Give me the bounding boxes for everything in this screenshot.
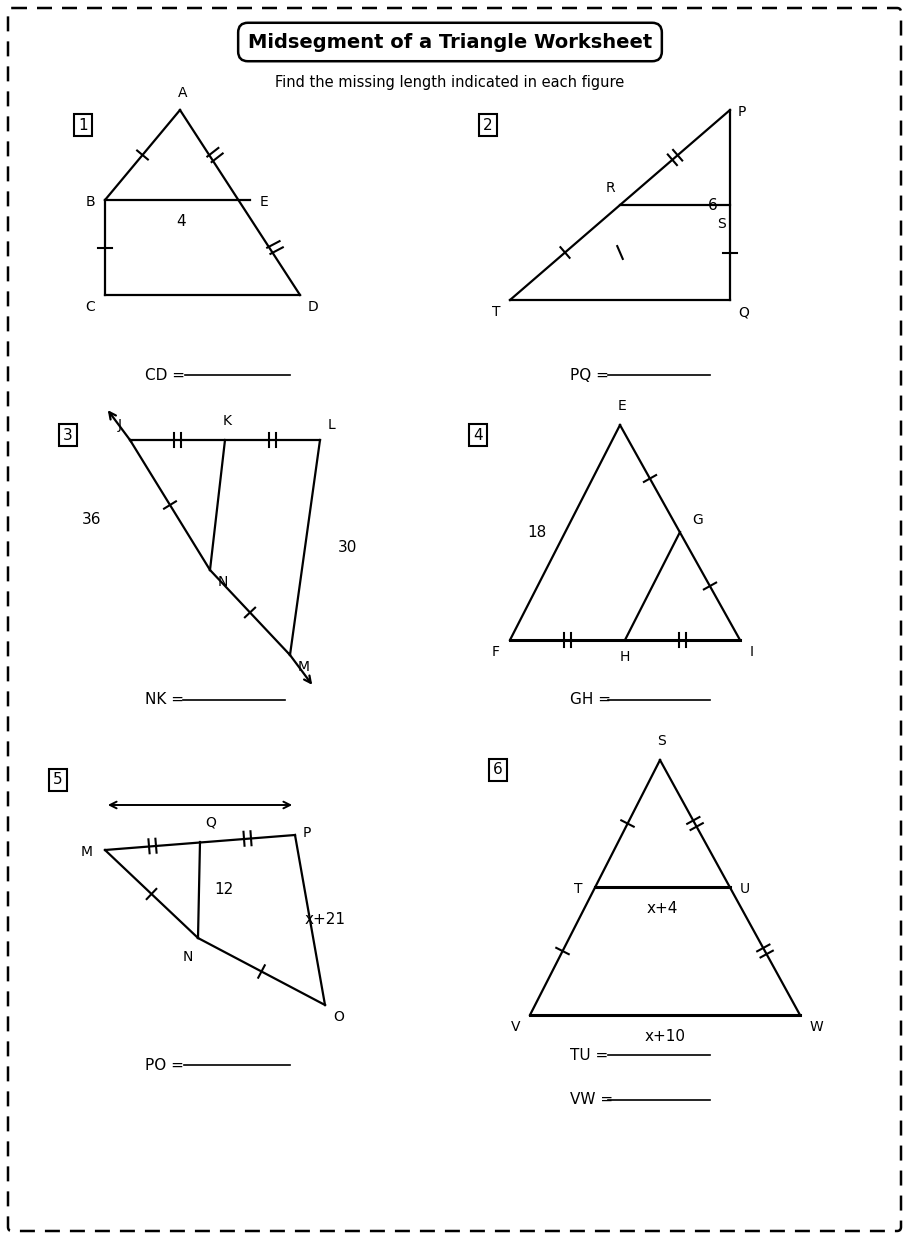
Text: S: S bbox=[658, 734, 666, 748]
Text: NK =: NK = bbox=[145, 693, 188, 708]
Text: x+21: x+21 bbox=[305, 912, 346, 928]
Text: GH =: GH = bbox=[570, 693, 616, 708]
Text: S: S bbox=[718, 217, 726, 231]
Text: 3: 3 bbox=[63, 428, 73, 442]
Text: C: C bbox=[85, 300, 95, 314]
Text: 1: 1 bbox=[79, 118, 88, 132]
Text: 36: 36 bbox=[82, 512, 102, 528]
Text: J: J bbox=[118, 418, 122, 432]
Text: 6: 6 bbox=[709, 198, 718, 212]
Text: Midsegment of a Triangle Worksheet: Midsegment of a Triangle Worksheet bbox=[248, 32, 652, 51]
Text: P: P bbox=[303, 826, 311, 840]
Text: H: H bbox=[620, 650, 630, 664]
Text: O: O bbox=[333, 1010, 344, 1024]
Text: 18: 18 bbox=[528, 525, 547, 540]
Text: 4: 4 bbox=[176, 214, 187, 229]
Text: R: R bbox=[605, 181, 615, 195]
Text: U: U bbox=[740, 882, 750, 896]
Text: CD =: CD = bbox=[145, 368, 189, 382]
Text: TU =: TU = bbox=[570, 1048, 614, 1062]
Text: G: G bbox=[692, 512, 703, 528]
Text: M: M bbox=[298, 660, 310, 674]
Text: Q: Q bbox=[205, 816, 216, 830]
Text: PO =: PO = bbox=[145, 1058, 188, 1072]
Text: 5: 5 bbox=[54, 772, 63, 788]
Text: x+4: x+4 bbox=[647, 901, 678, 916]
Text: 30: 30 bbox=[338, 540, 358, 555]
Text: T: T bbox=[492, 305, 500, 319]
Text: P: P bbox=[738, 105, 747, 119]
Text: N: N bbox=[218, 575, 228, 589]
Text: 12: 12 bbox=[214, 882, 233, 898]
Text: F: F bbox=[492, 645, 500, 659]
Text: B: B bbox=[85, 195, 95, 209]
Text: PQ =: PQ = bbox=[570, 368, 614, 382]
Text: T: T bbox=[575, 882, 583, 896]
Text: L: L bbox=[328, 418, 335, 432]
Text: A: A bbox=[178, 86, 188, 100]
Text: Find the missing length indicated in each figure: Find the missing length indicated in eac… bbox=[275, 75, 625, 90]
Text: I: I bbox=[750, 645, 754, 659]
Text: Q: Q bbox=[738, 305, 748, 319]
Text: N: N bbox=[183, 950, 193, 964]
Text: W: W bbox=[810, 1020, 824, 1034]
Text: 6: 6 bbox=[493, 762, 503, 778]
Text: x+10: x+10 bbox=[645, 1029, 686, 1044]
Text: D: D bbox=[308, 300, 319, 314]
Text: V: V bbox=[510, 1020, 520, 1034]
Text: 4: 4 bbox=[473, 428, 483, 442]
Text: K: K bbox=[223, 414, 232, 428]
Text: E: E bbox=[617, 399, 626, 412]
Text: E: E bbox=[260, 195, 269, 209]
Text: VW =: VW = bbox=[570, 1092, 618, 1108]
Text: M: M bbox=[81, 845, 93, 859]
Text: 2: 2 bbox=[483, 118, 492, 132]
